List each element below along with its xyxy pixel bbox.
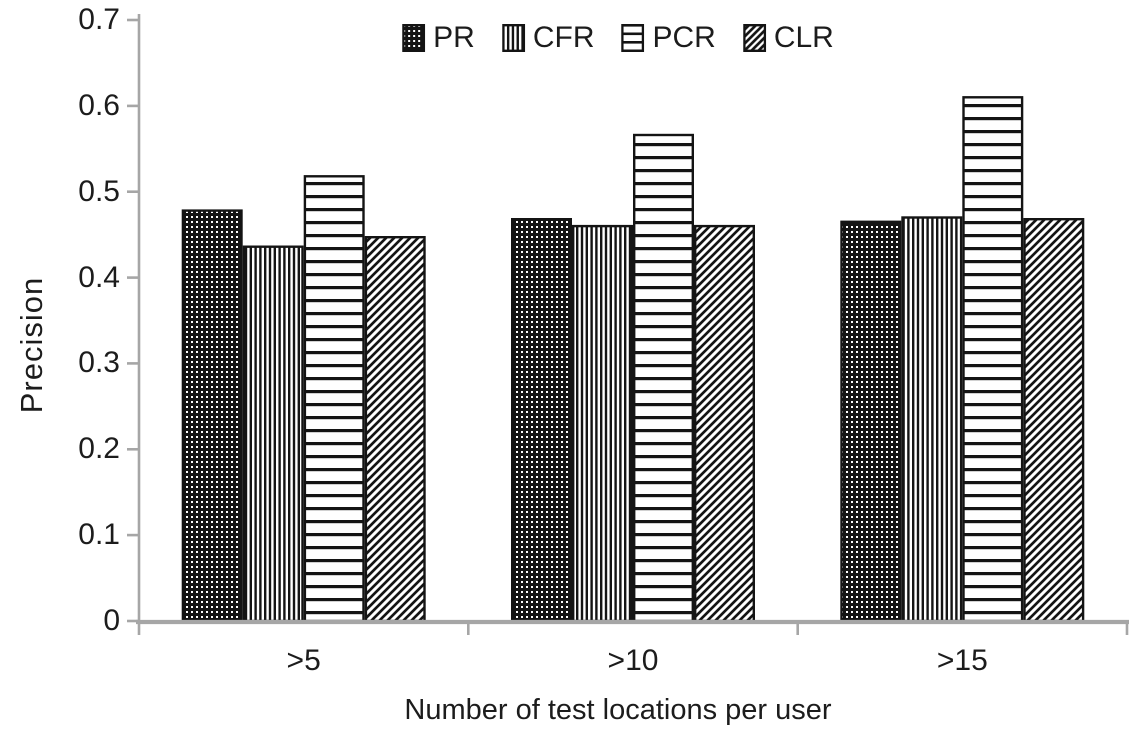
bar-clr-gt5	[364, 235, 426, 623]
legend-label: PR	[433, 21, 475, 54]
bar-cfr-gt5	[242, 245, 304, 623]
x-axis-title: Number of test locations per user	[404, 694, 832, 726]
horizontal-lines-swatch-icon	[621, 24, 645, 52]
bar-pcr-gt15	[962, 96, 1024, 623]
y-tick-label: 0	[103, 604, 120, 637]
legend: PR CFR PCR CLR	[402, 23, 834, 53]
bar-pr-gt10	[511, 217, 573, 623]
bar-pr-gt5	[181, 209, 243, 623]
y-tick-label: 0.4	[78, 260, 120, 294]
y-tick-label: 0.2	[78, 432, 120, 466]
y-tick-label: 0.1	[78, 518, 120, 552]
bar-clr-gt10	[694, 224, 756, 623]
legend-item-clr: CLR	[742, 21, 834, 54]
x-tick-label: >5	[286, 644, 321, 677]
bars-group	[181, 96, 1085, 623]
y-tick-label: 0.3	[78, 346, 120, 380]
bar-cfr-gt15	[901, 216, 963, 623]
y-tick-label: 0.7	[78, 3, 120, 36]
dots-swatch-icon	[402, 24, 426, 52]
legend-item-cfr: CFR	[501, 21, 595, 54]
bar-pcr-gt5	[303, 175, 365, 623]
x-tick-label: >10	[607, 644, 659, 677]
legend-label: PCR	[652, 21, 716, 54]
vertical-lines-swatch-icon	[501, 24, 525, 52]
legend-item-pcr: PCR	[621, 21, 716, 54]
legend-item-pr: PR	[402, 23, 475, 53]
legend-label: CFR	[532, 21, 595, 54]
bar-cfr-gt10	[572, 224, 634, 623]
x-tick-label: >15	[936, 644, 988, 677]
bar-clr-gt15	[1023, 217, 1085, 623]
y-tick-label: 0.6	[78, 88, 120, 122]
y-tick-label: 0.5	[78, 174, 120, 208]
bar-pr-gt15	[840, 220, 902, 623]
bar-pcr-gt10	[633, 133, 695, 623]
legend-label: CLR	[773, 21, 834, 54]
y-axis-title: Precision	[14, 276, 49, 414]
diagonal-lines-swatch-icon	[742, 24, 766, 52]
